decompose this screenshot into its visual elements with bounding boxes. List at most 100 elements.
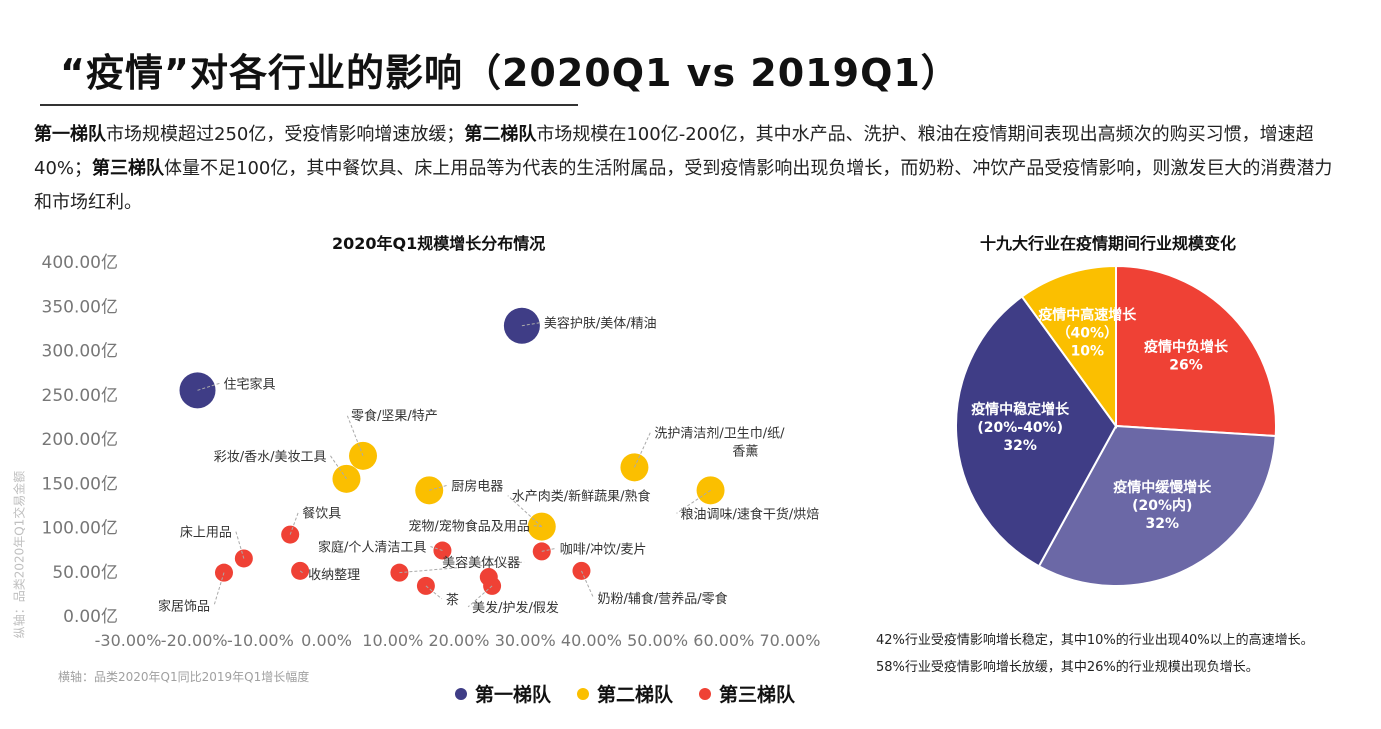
title-divider	[40, 104, 578, 106]
y-tick-label: 400.00亿	[42, 253, 118, 273]
pie-label-line: 32%	[1145, 516, 1179, 532]
scatter-leader-line	[346, 414, 364, 456]
pie-slice-label: 疫情中负增长 26%	[1144, 338, 1229, 373]
x-tick-label: 70.00%	[759, 631, 820, 650]
scatter-leader-line	[467, 585, 493, 608]
pie-label-line: 疫情中缓慢增长	[1113, 479, 1212, 496]
pie-slice	[1020, 264, 1117, 430]
scatter-leader-line	[521, 322, 540, 327]
scatter-leader-line	[541, 547, 556, 552]
y-tick-label: 50.00亿	[52, 563, 118, 583]
summary-tier1-label: 第一梯队	[34, 124, 106, 145]
pie-slice-label: 疫情中缓慢增长(20%内) 32%	[1113, 479, 1212, 532]
pie-label-line: 疫情中高速增长	[1038, 307, 1137, 324]
legend-tier3-label: 第三梯队	[719, 684, 796, 706]
scatter-leader-line	[430, 546, 443, 551]
x-tick-label: -10.00%	[227, 631, 294, 650]
pie-slice-label: 疫情中稳定增长 (20%-40%) 32%	[971, 401, 1070, 454]
summary-tier2-label: 第二梯队	[464, 124, 537, 145]
legend-tier2-label: 第二梯队	[597, 684, 674, 706]
x-tick-label: 60.00%	[693, 631, 754, 650]
summary-paragraph: 第一梯队市场规模超过250亿，受疫情影响增速放缓；第二梯队市场规模在100亿-2…	[34, 118, 1344, 220]
legend-tier2: 第二梯队	[577, 680, 673, 707]
scatter-point	[415, 476, 444, 505]
scatter-leader-line	[633, 432, 651, 468]
pie-label-line: 32%	[1003, 438, 1037, 454]
x-tick-label: -20.00%	[161, 631, 228, 650]
scatter-y-axis-label: 纵轴：品类2020年Q1交易金额	[12, 470, 27, 639]
x-tick-label: 20.00%	[428, 631, 489, 650]
legend-tier1: 第一梯队	[455, 680, 551, 707]
scatter-leader-line	[299, 570, 305, 575]
scatter-point-label: 收纳整理	[308, 568, 360, 583]
pie-label-line: (20%-40%)	[977, 420, 1063, 436]
y-tick-label: 200.00亿	[42, 430, 118, 450]
scatter-leader-line	[533, 525, 542, 528]
summary-tier3-text: 体量不足100亿，其中餐饮具、床上用品等为代表的生活附属品，受到疫情影响出现负增…	[34, 158, 1333, 213]
scatter-point	[532, 542, 551, 561]
x-tick-label: 40.00%	[561, 631, 622, 650]
pie-label-line: （40%）	[1057, 326, 1119, 342]
scatter-point-label: 水产肉类/新鲜蔬果/熟食	[512, 489, 651, 505]
scatter-leader-line	[507, 495, 543, 527]
pie-slice	[955, 295, 1118, 568]
scatter-point-label: 厨房电器	[451, 478, 503, 494]
scatter-point-label: 家居饰品	[158, 599, 210, 615]
y-tick-label: 250.00亿	[42, 386, 118, 406]
scatter-chart: 0.00亿 50.00亿 100.00亿 150.00亿 200.00亿 250.00亿 3…	[42, 253, 821, 650]
scatter-point-label: 宠物/宠物食品及用品	[408, 519, 529, 535]
pie-label-line: 26%	[1169, 357, 1203, 373]
summary-tier1-text: 市场规模超过250亿，受疫情影响增速放缓；	[106, 124, 465, 145]
scatter-point-label: 家庭/个人清洁工具	[318, 540, 426, 556]
legend-tier3-swatch	[699, 687, 712, 700]
scatter-point-label: 美发/护发/假发	[472, 600, 559, 616]
x-tick-label: 10.00%	[362, 631, 423, 650]
scatter-leader-line	[213, 572, 225, 606]
y-tick-label: 0.00亿	[63, 607, 118, 627]
legend-tier1-label: 第一梯队	[475, 684, 552, 706]
scatter-chart-title: 2020年Q1规模增长分布情况	[332, 234, 546, 253]
x-tick-label: 30.00%	[495, 631, 556, 650]
y-tick-label: 150.00亿	[42, 474, 118, 494]
pie-chart-title: 十九大行业在疫情期间行业规模变化	[980, 234, 1237, 253]
scatter-leader-line	[289, 512, 299, 535]
scatter-point	[179, 372, 216, 409]
scatter-leader-line	[676, 489, 711, 514]
pie-slice	[1037, 424, 1277, 587]
scatter-legend: 第一梯队 第二梯队 第三梯队	[455, 680, 795, 707]
pie-label-line: 疫情中稳定增长	[971, 401, 1070, 418]
legend-tier1-swatch	[455, 687, 467, 700]
x-tick-label: -30.00%	[95, 631, 162, 650]
scatter-point-label: 咖啡/冲饮/麦片	[560, 542, 647, 557]
scatter-point	[479, 568, 498, 587]
scatter-point-label: 彩妆/香水/美妆工具	[214, 450, 327, 465]
scatter-leader-line	[399, 561, 525, 574]
scatter-point-label: 床上用品	[180, 525, 232, 540]
pie-note-1: 42%行业受疫情影响增长稳定，其中10%的行业出现40%以上的高速增长。	[876, 633, 1314, 648]
legend-tier3: 第三梯队	[699, 680, 795, 707]
summary-tier3-label: 第三梯队	[92, 158, 165, 179]
scatter-leader-line	[425, 585, 443, 600]
scatter-point-label: 美容美体仪器	[442, 555, 520, 571]
y-tick-label: 300.00亿	[42, 342, 118, 362]
summary-tier2-text: 市场规模在100亿-200亿，其中水产品、洗护、粮油在疫情期间表现出高频次的购买…	[34, 124, 1314, 179]
y-tick-label: 100.00亿	[42, 519, 118, 539]
pie-note-2: 58%行业受疫情影响增长放缓，其中26%的行业规模出现负增长。	[876, 660, 1259, 675]
pie-slice	[1115, 264, 1277, 438]
scatter-leader-line	[197, 382, 220, 391]
legend-tier2-swatch	[577, 687, 590, 700]
pie-label-line: 10%	[1071, 344, 1105, 360]
x-tick-label: 50.00%	[627, 631, 688, 650]
pie-slice-label: 疫情中高速增长 （40%） 10%	[1038, 307, 1137, 360]
scatter-x-axis-label: 横轴：品类2020年Q1同比2019年Q1增长幅度	[58, 670, 310, 684]
scatter-point-label: 餐饮具	[302, 506, 341, 522]
page-title: “疫情”对各行业的影响（2020Q1 vs 2019Q1）	[60, 51, 960, 95]
scatter-point-label: 零食/坚果/特产	[351, 408, 438, 424]
x-tick-label: 0.00%	[301, 631, 352, 650]
scatter-point-label: 美容护肤/美体/精油	[544, 316, 657, 332]
pie-label-line: 疫情中负增长	[1144, 338, 1229, 355]
scatter-point	[332, 464, 361, 493]
y-tick-label: 350.00亿	[42, 297, 118, 317]
scatter-label-line: 洗护清洁剂/卫生巾/纸/	[654, 426, 785, 441]
scatter-point-label: 奶粉/辅食/营养品/零食	[597, 591, 727, 607]
